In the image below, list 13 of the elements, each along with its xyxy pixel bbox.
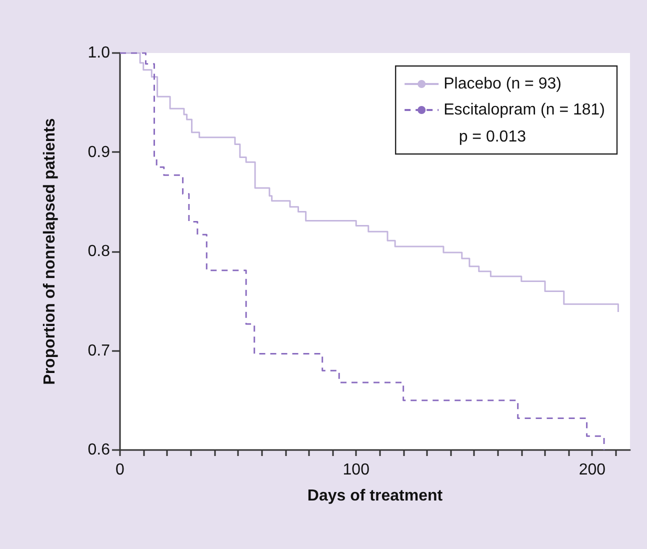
y-tick-label: 1.0 — [88, 44, 110, 62]
x-tick-label: 100 — [342, 462, 370, 478]
y-tick-label: 0.8 — [88, 243, 110, 260]
y-tick-label: 0.7 — [88, 342, 110, 360]
y-tick-label: 0.6 — [88, 442, 110, 458]
x-tick-label: 0 — [116, 462, 125, 478]
legend-label: Escitalopram (n = 181) — [444, 102, 605, 118]
x-tick-label: 200 — [578, 462, 606, 478]
y-axis-title: Proportion of nonrelapsed patients — [42, 118, 58, 385]
legend-label: Placebo (n = 93) — [444, 76, 562, 92]
y-tick-label: 0.9 — [88, 144, 110, 161]
annotation: p = 0.013 — [458, 128, 526, 146]
x-axis-title: Days of treatment — [307, 488, 444, 504]
